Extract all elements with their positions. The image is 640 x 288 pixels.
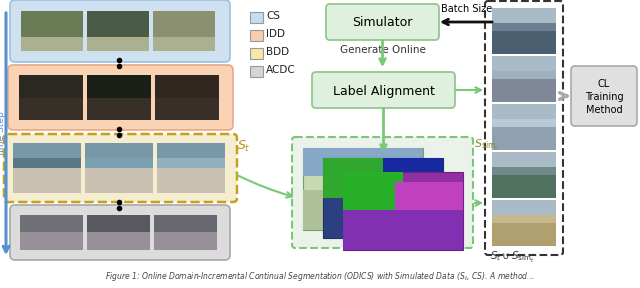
FancyBboxPatch shape: [571, 66, 637, 126]
Bar: [157, 143, 225, 158]
Bar: [20, 232, 83, 250]
Bar: [492, 152, 556, 198]
Bar: [21, 37, 83, 51]
Bar: [250, 12, 263, 23]
Bar: [492, 104, 556, 119]
Bar: [492, 223, 556, 246]
Bar: [87, 215, 150, 250]
Bar: [157, 143, 225, 193]
FancyBboxPatch shape: [326, 4, 439, 40]
Bar: [13, 143, 81, 193]
Bar: [153, 11, 215, 51]
Bar: [157, 168, 225, 193]
Bar: [85, 143, 153, 158]
Bar: [20, 215, 83, 250]
Bar: [155, 98, 219, 120]
Bar: [492, 127, 556, 150]
Bar: [303, 190, 423, 230]
Text: Figure 1: Online Domain-Incremental Continual Segmentation (ODICS) with Simulate: Figure 1: Online Domain-Incremental Cont…: [105, 270, 535, 283]
Text: Generate Online: Generate Online: [340, 45, 426, 55]
Bar: [383, 158, 443, 188]
Bar: [303, 148, 423, 176]
FancyBboxPatch shape: [10, 205, 230, 260]
Bar: [87, 37, 149, 51]
Bar: [343, 172, 463, 250]
Bar: [13, 168, 81, 193]
Bar: [343, 198, 443, 238]
Bar: [492, 175, 556, 198]
Bar: [492, 104, 556, 150]
Bar: [323, 158, 383, 198]
Text: $S_t$: $S_t$: [237, 139, 251, 154]
Bar: [323, 158, 443, 238]
Bar: [343, 172, 403, 210]
Bar: [492, 56, 556, 71]
Bar: [19, 98, 83, 120]
Bar: [19, 75, 83, 120]
FancyBboxPatch shape: [292, 137, 473, 248]
Bar: [153, 37, 215, 51]
FancyBboxPatch shape: [485, 1, 563, 255]
Text: Simulator: Simulator: [352, 16, 413, 29]
Text: $S_t \cup S_{\mathrm{sim}_t}$: $S_t \cup S_{\mathrm{sim}_t}$: [490, 250, 535, 265]
FancyBboxPatch shape: [10, 0, 230, 62]
Bar: [87, 75, 151, 120]
Bar: [155, 75, 219, 120]
Bar: [492, 8, 556, 54]
Text: IDD: IDD: [266, 29, 285, 39]
Bar: [87, 232, 150, 250]
Bar: [85, 143, 153, 193]
Bar: [303, 148, 423, 230]
Bar: [87, 98, 151, 120]
FancyBboxPatch shape: [4, 134, 237, 202]
Text: CL
Training
Method: CL Training Method: [585, 79, 623, 115]
Bar: [250, 66, 263, 77]
Bar: [250, 30, 263, 41]
Bar: [13, 143, 81, 158]
Text: Time Step: Time Step: [0, 111, 6, 157]
Bar: [154, 215, 217, 250]
Bar: [492, 152, 556, 167]
Bar: [250, 48, 263, 59]
Bar: [492, 31, 556, 54]
FancyBboxPatch shape: [8, 65, 233, 130]
Text: ACDC: ACDC: [266, 65, 296, 75]
Bar: [492, 200, 556, 215]
Bar: [492, 79, 556, 102]
FancyBboxPatch shape: [312, 72, 455, 108]
Text: BDD: BDD: [266, 47, 289, 57]
Bar: [154, 232, 217, 250]
Text: CS: CS: [266, 11, 280, 21]
Bar: [395, 182, 463, 220]
Bar: [492, 200, 556, 246]
Bar: [343, 210, 463, 250]
Bar: [87, 11, 149, 51]
Text: $S_{\mathrm{sim}_t}$: $S_{\mathrm{sim}_t}$: [474, 138, 499, 153]
Text: Batch Size: Batch Size: [442, 4, 493, 14]
Bar: [85, 168, 153, 193]
Bar: [492, 56, 556, 102]
Bar: [21, 11, 83, 51]
Bar: [492, 8, 556, 23]
Text: Label Alignment: Label Alignment: [333, 84, 435, 98]
